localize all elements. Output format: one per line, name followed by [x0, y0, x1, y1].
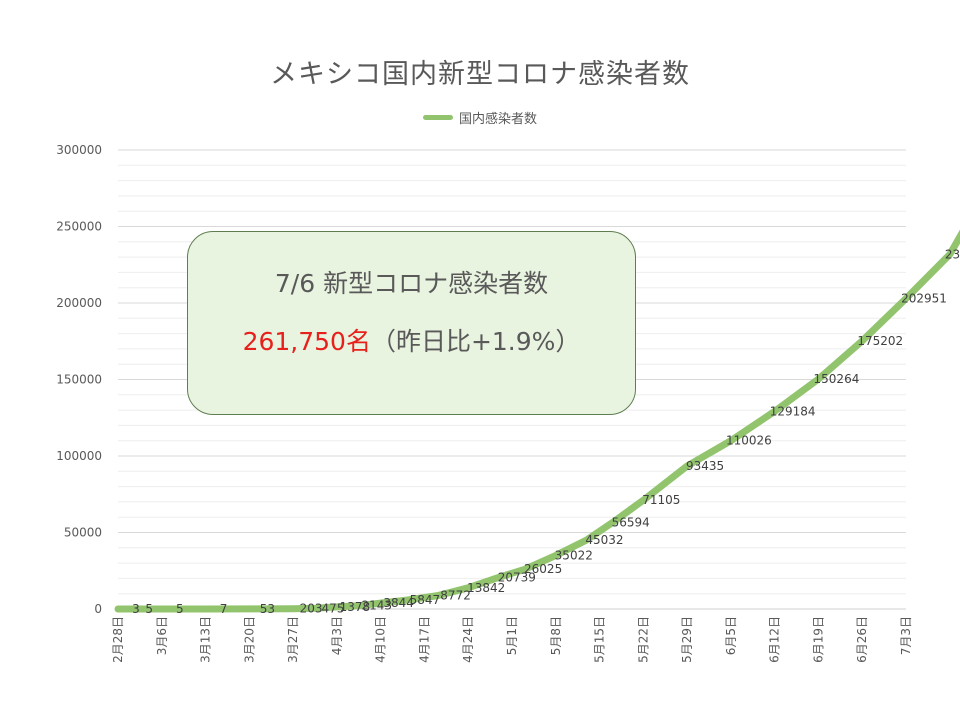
data-label: 110026	[726, 434, 772, 448]
x-tick-label: 5月8日	[549, 616, 563, 655]
x-axis-ticks: 2月28日 3月6日 3月13日 3月20日 3月27日 4月3日 4月10日 4月17日 4月…	[111, 616, 913, 663]
data-label: 475	[322, 601, 345, 615]
y-tick-label: 50000	[64, 526, 102, 540]
x-tick-label: 6月19日	[811, 616, 825, 663]
data-label: 5	[176, 602, 184, 616]
data-label: 8772	[440, 589, 471, 603]
x-tick-label: 4月3日	[330, 616, 344, 655]
x-tick-label: 4月24日	[461, 616, 475, 663]
data-label: 129184	[770, 404, 816, 418]
data-label: 231770	[945, 247, 960, 261]
data-label: 71105	[642, 493, 680, 507]
x-tick-label: 4月10日	[374, 616, 388, 663]
data-label: 56594	[612, 515, 650, 529]
data-label: 1378	[340, 600, 371, 614]
callout-title: 7/6 新型コロナ感染者数	[274, 269, 549, 298]
y-tick-label: 300000	[56, 143, 102, 157]
data-label: 5847	[410, 593, 441, 607]
x-tick-label: 3月20日	[242, 616, 256, 663]
data-label: 150264	[814, 372, 860, 386]
data-label: 45032	[585, 533, 623, 547]
summary-callout: 7/6 新型コロナ感染者数 261,750名（昨日比+1.9%）	[187, 231, 636, 415]
data-label: 7	[220, 602, 228, 616]
x-tick-label: 3月27日	[286, 616, 300, 663]
y-tick-label: 100000	[56, 449, 102, 463]
y-tick-label: 150000	[56, 373, 102, 387]
x-tick-label: 3月6日	[155, 616, 169, 655]
y-axis-ticks: 0 50000 100000 150000 200000 250000 300000	[56, 143, 102, 616]
data-label: 35022	[555, 548, 593, 562]
x-tick-label: 6月26日	[855, 616, 869, 663]
series-line-layer	[114, 229, 960, 613]
x-tick-label: 3月13日	[199, 616, 213, 663]
chart-title: メキシコ国内新型コロナ感染者数	[270, 59, 690, 90]
data-label: 93435	[686, 459, 724, 473]
callout-total: 261,750名	[242, 327, 371, 356]
y-tick-label: 200000	[56, 296, 102, 310]
x-tick-label: 5月22日	[636, 616, 650, 663]
callout-value: 261,750名（昨日比+1.9%）	[188, 322, 635, 358]
data-label: 5	[145, 602, 153, 616]
x-tick-label: 5月1日	[505, 616, 519, 655]
data-label: 26025	[524, 562, 562, 576]
x-tick-label: 2月28日	[111, 616, 125, 663]
data-label: 202951	[901, 291, 947, 305]
data-label: 13842	[467, 581, 505, 595]
callout-change: （昨日比+1.9%）	[370, 327, 581, 356]
data-label: 203	[300, 602, 323, 616]
legend-label: 国内感染者数	[458, 112, 537, 127]
data-label: 3	[132, 602, 140, 616]
legend-swatch	[422, 115, 453, 120]
data-label: 20739	[498, 570, 536, 584]
data-label: 3844	[383, 596, 414, 610]
x-tick-label: 6月12日	[768, 616, 782, 663]
y-tick-label: 0	[94, 602, 102, 616]
x-tick-label: 6月5日	[724, 616, 738, 655]
data-label: 53	[260, 602, 275, 616]
data-label: 175202	[857, 334, 903, 348]
x-tick-label: 5月15日	[593, 616, 607, 663]
x-tick-label: 7月3日	[899, 616, 913, 655]
data-label: 2143	[362, 599, 393, 613]
x-tick-label: 5月29日	[680, 616, 694, 663]
x-tick-label: 4月17日	[417, 616, 431, 663]
y-tick-label: 250000	[56, 220, 102, 234]
legend: 国内感染者数	[0, 108, 960, 127]
series-line	[114, 229, 960, 613]
